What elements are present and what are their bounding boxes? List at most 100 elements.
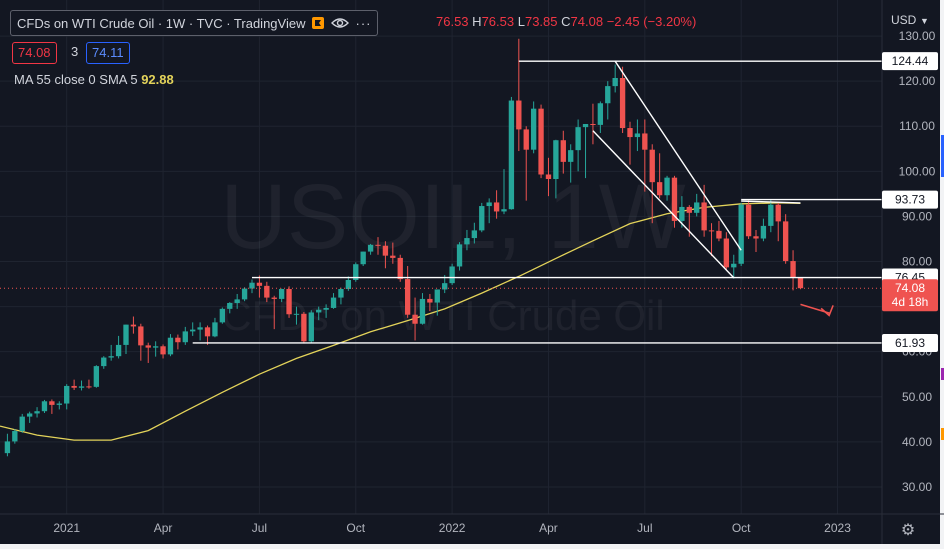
candle-body	[323, 307, 329, 310]
candle-body	[597, 103, 604, 125]
candle-body	[397, 257, 403, 280]
candle	[642, 119, 648, 192]
watermark-symbol: USOIL, 1W	[220, 166, 685, 268]
candle	[360, 251, 366, 267]
candle-body	[612, 78, 618, 87]
bid-button[interactable]: 74.08	[12, 42, 57, 64]
time-tick-label: Apr	[539, 521, 558, 535]
currency-chevron-icon[interactable]: ▼	[920, 16, 929, 26]
candle-body	[723, 238, 730, 268]
candle	[634, 119, 641, 152]
candle	[219, 307, 226, 324]
candle	[308, 310, 314, 344]
ohlc-values: 76.53 H76.53 L73.85 C74.08 −2.45 (−3.20%…	[436, 14, 696, 29]
candle-body	[26, 413, 33, 417]
right-marker-3	[941, 428, 944, 440]
candle	[64, 384, 70, 410]
candle	[753, 229, 759, 253]
candle	[115, 335, 122, 359]
candle	[797, 277, 804, 290]
currency-label[interactable]: USD	[891, 13, 917, 27]
settings-gear-icon[interactable]: ⚙	[901, 522, 915, 539]
candle-body	[508, 100, 515, 210]
candle	[649, 144, 655, 224]
candle-body	[249, 282, 255, 289]
candle-body	[649, 149, 655, 183]
indicator-legend[interactable]: MA 55 close 0 SMA 5 92.88	[14, 72, 174, 87]
candle	[49, 399, 55, 414]
candle	[256, 275, 263, 298]
level-price-tag-label: 61.93	[895, 336, 925, 350]
candle-body	[278, 289, 285, 299]
candle-body	[634, 133, 641, 138]
time-tick-label: 2022	[439, 521, 466, 535]
candle	[264, 281, 270, 303]
candle-body	[293, 313, 300, 315]
candle-body	[4, 441, 11, 454]
candle	[516, 38, 522, 152]
candle-body	[797, 277, 804, 289]
candle	[138, 323, 144, 361]
symbol-title[interactable]: CFDs on WTI Crude Oil · 1W · TVC · Tradi…	[17, 15, 306, 31]
candle-body	[664, 177, 670, 196]
flag-icon[interactable]	[311, 16, 325, 30]
high-value: 76.53	[481, 14, 515, 29]
trend-line	[614, 60, 742, 251]
time-axis[interactable]: 2021 Apr Jul Oct 2022 Apr Jul Oct 2023	[53, 521, 851, 535]
candle-body	[479, 206, 485, 231]
candle-body	[419, 298, 426, 324]
candle	[656, 153, 663, 199]
candle-body	[175, 337, 181, 343]
time-tick-label: Apr	[154, 521, 173, 535]
candle-body	[545, 174, 552, 179]
candle	[293, 306, 300, 325]
candle	[671, 175, 678, 228]
more-options-icon[interactable]: ···	[355, 15, 372, 31]
price-tick-label: 80.00	[902, 255, 932, 269]
candle	[627, 121, 633, 165]
level-price-tag	[882, 190, 938, 209]
ask-button[interactable]: 74.11	[86, 42, 130, 64]
candle-body	[138, 326, 144, 346]
candle-body	[760, 225, 767, 239]
candle-body	[360, 251, 366, 265]
eye-icon[interactable]	[331, 16, 350, 30]
candle	[323, 304, 329, 318]
price-tick-label: 110.00	[899, 119, 935, 133]
candle	[575, 119, 581, 172]
level-price-tag-label: 124.44	[892, 54, 929, 68]
candle	[190, 322, 196, 336]
candle	[790, 250, 796, 291]
candle	[234, 293, 240, 309]
candle-body	[338, 289, 344, 298]
candle	[145, 342, 151, 363]
candle-body	[575, 127, 581, 151]
candle-body	[605, 86, 611, 104]
candle-body	[456, 244, 463, 267]
candle-body	[493, 202, 500, 212]
candle-body	[530, 108, 537, 150]
candle-body	[316, 309, 322, 313]
candle-body	[486, 202, 492, 207]
indicator-label[interactable]: MA 55 close 0 SMA 5	[14, 72, 138, 87]
candle	[249, 279, 255, 294]
candle-body	[353, 264, 359, 280]
candle-body	[782, 221, 789, 262]
candle-body	[115, 344, 122, 357]
candle	[278, 288, 285, 303]
price-tick-label: 120.00	[899, 74, 936, 88]
candle-body	[271, 297, 277, 299]
candle	[782, 214, 789, 264]
candle	[486, 198, 492, 224]
candle-body	[301, 313, 307, 342]
candle-body	[64, 385, 70, 404]
symbol-title-box[interactable]: CFDs on WTI Crude Oil · 1W · TVC · Tradi…	[10, 10, 379, 36]
candle	[708, 223, 715, 257]
candle	[375, 237, 381, 255]
candle-body	[19, 416, 25, 432]
time-tick-label: 2023	[824, 521, 851, 535]
candle	[19, 413, 25, 433]
close-value: 74.08	[570, 14, 604, 29]
